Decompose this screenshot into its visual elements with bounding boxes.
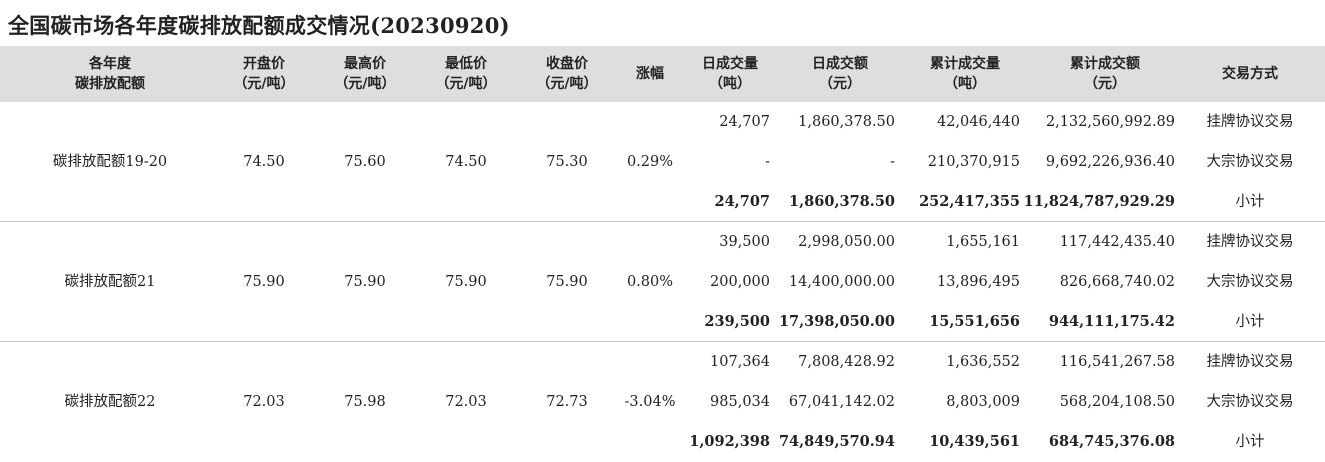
change-cell: 0.80% <box>626 274 674 290</box>
trade-method-cell: 小计 <box>1235 434 1265 450</box>
change-cell: 0.29% <box>626 154 674 170</box>
table-header: 各年度 碳排放配额 开盘价 （元/吨） 最高价 （元/吨） 最低价 （元/吨） 收盘价（… <box>0 46 1325 102</box>
allowance-name-cell: 碳排放配额21 <box>64 274 156 290</box>
day-amount-cell: 67,041,142.02 <box>788 394 895 410</box>
high-price-cell: 75.90 <box>344 274 386 290</box>
cum-volume-cell: 10,439,561 <box>929 433 1020 450</box>
open-price-cell: 74.50 <box>243 154 285 170</box>
day-amount-cell: 17,398,050.00 <box>778 313 895 330</box>
cum-amount-cell: 826,668,740.02 <box>1059 274 1175 290</box>
cum-volume-cell: 252,417,355 <box>919 193 1020 210</box>
cum-amount-cell: 568,204,108.50 <box>1059 394 1175 410</box>
cum-amount-cell: 116,541,267.58 <box>1059 354 1175 370</box>
trade-method-cell: 挂牌协议交易 <box>1206 114 1294 130</box>
day-amount-cell: 7,808,428.92 <box>798 354 895 370</box>
high-price-cell: 75.60 <box>344 154 386 170</box>
low-price-cell: 75.90 <box>445 274 487 290</box>
high-price-cell: 75.98 <box>344 394 386 410</box>
col-header-open: 开盘价 （元/吨） <box>233 56 295 92</box>
trade-method-cell: 大宗协议交易 <box>1206 394 1294 410</box>
allowance-name-cell: 碳排放配额22 <box>64 394 156 410</box>
day-volume-cell: 107,364 <box>710 354 770 370</box>
day-amount-cell: - <box>890 154 895 170</box>
col-header-high: 最高价 （元/吨） <box>334 56 396 92</box>
day-volume-cell: 200,000 <box>710 274 770 290</box>
close-price-cell: 72.73 <box>546 394 588 410</box>
day-volume-cell: 239,500 <box>704 313 770 330</box>
cum-amount-cell: 684,745,376.08 <box>1048 433 1175 450</box>
day-amount-cell: 2,998,050.00 <box>798 234 895 250</box>
day-amount-cell: 14,400,000.00 <box>788 274 895 290</box>
cum-amount-cell: 944,111,175.42 <box>1048 313 1175 330</box>
day-volume-cell: 985,034 <box>710 394 770 410</box>
cum-volume-cell: 1,636,552 <box>946 354 1020 370</box>
col-header-method: 交易方式 <box>1222 66 1278 82</box>
day-volume-cell: - <box>765 154 770 170</box>
col-header-cum-volume: 累计成交量 （吨） <box>930 56 1000 92</box>
col-header-cum-amount: 累计成交额 （元） <box>1070 56 1140 92</box>
day-volume-cell: 24,707 <box>714 193 771 210</box>
col-header-allowance: 各年度 碳排放配额 <box>75 56 145 92</box>
col-header-day-volume: 日成交量 （吨） <box>702 56 758 92</box>
day-volume-cell: 24,707 <box>719 114 770 130</box>
col-header-day-amount: 日成交额 （元） <box>812 56 868 92</box>
cum-volume-cell: 42,046,440 <box>936 114 1020 130</box>
col-header-low: 最低价 （元/吨） <box>435 56 497 92</box>
close-price-cell: 75.90 <box>546 274 588 290</box>
open-price-cell: 72.03 <box>243 394 285 410</box>
cum-volume-cell: 8,803,009 <box>946 394 1020 410</box>
day-amount-cell: 1,860,378.50 <box>798 114 895 130</box>
trade-method-cell: 大宗协议交易 <box>1206 154 1294 170</box>
day-volume-cell: 1,092,398 <box>689 433 770 450</box>
cum-volume-cell: 1,655,161 <box>946 234 1020 250</box>
day-volume-cell: 39,500 <box>719 234 770 250</box>
cum-amount-cell: 2,132,560,992.89 <box>1045 114 1175 130</box>
day-amount-cell: 74,849,570.94 <box>778 433 895 450</box>
trade-method-cell: 挂牌协议交易 <box>1206 354 1294 370</box>
trade-method-cell: 大宗协议交易 <box>1206 274 1294 290</box>
day-amount-cell: 1,860,378.50 <box>789 193 895 210</box>
trade-method-cell: 小计 <box>1235 314 1265 330</box>
cum-volume-cell: 13,896,495 <box>936 274 1020 290</box>
group-divider <box>0 221 1325 222</box>
cum-amount-cell: 11,824,787,929.29 <box>1023 193 1175 210</box>
cum-amount-cell: 117,442,435.40 <box>1059 234 1175 250</box>
page-title: 全国碳市场各年度碳排放配额成交情况(20230920) <box>8 13 510 38</box>
cum-volume-cell: 210,370,915 <box>927 154 1020 170</box>
cum-amount-cell: 9,692,226,936.40 <box>1045 154 1175 170</box>
low-price-cell: 72.03 <box>445 394 487 410</box>
close-price-cell: 75.30 <box>546 154 588 170</box>
change-cell: -3.04% <box>624 394 676 410</box>
cum-volume-cell: 15,551,656 <box>929 313 1020 330</box>
open-price-cell: 75.90 <box>243 274 285 290</box>
group-divider <box>0 341 1325 342</box>
low-price-cell: 74.50 <box>445 154 487 170</box>
trade-method-cell: 小计 <box>1235 194 1265 210</box>
trade-method-cell: 挂牌协议交易 <box>1206 234 1294 250</box>
col-header-close: 收盘价 （元/吨） <box>536 56 598 92</box>
col-header-change: 涨幅 <box>636 66 664 82</box>
allowance-name-cell: 碳排放配额19-20 <box>52 154 168 170</box>
